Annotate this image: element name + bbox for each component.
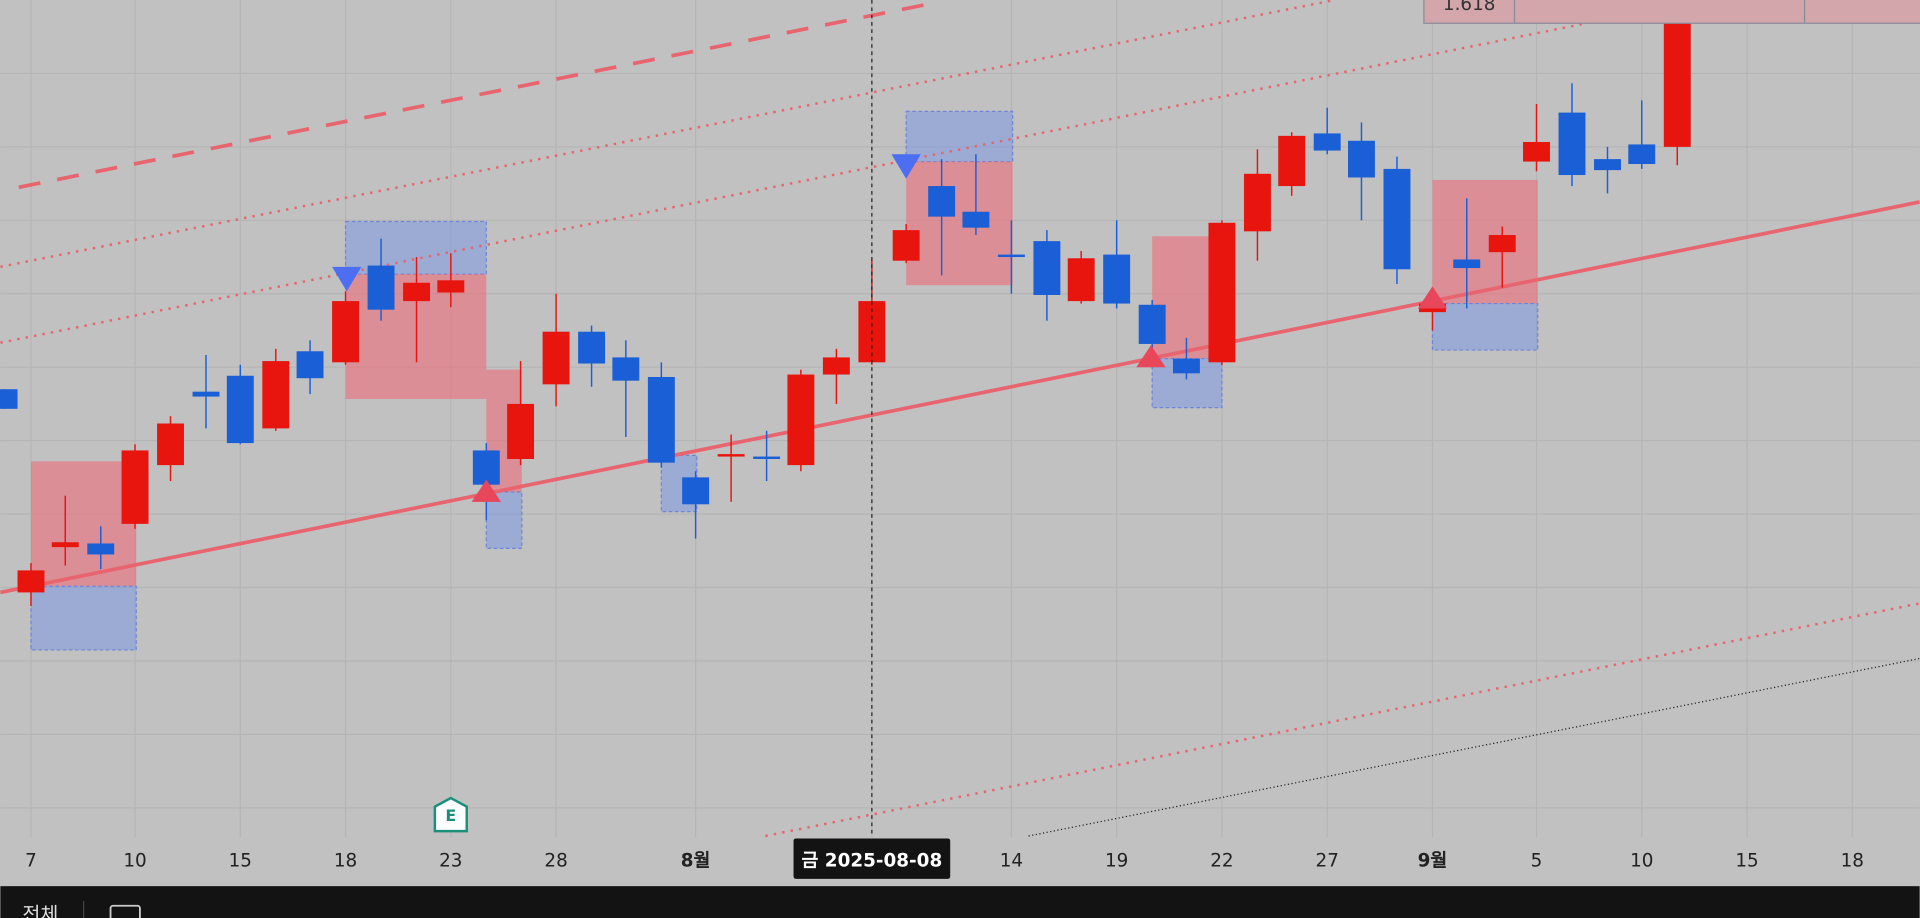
supply-zone: [30, 461, 137, 587]
candle-body: [472, 450, 500, 485]
candle-body: [0, 389, 18, 409]
buy-signal: [1417, 286, 1448, 309]
candle-body: [928, 186, 956, 217]
candle-body: [892, 230, 920, 261]
earnings-badge[interactable]: E: [433, 796, 468, 833]
candle-body: [1453, 259, 1481, 269]
time-axis-label: 14: [1000, 851, 1023, 872]
crosshair-label-box: [793, 838, 951, 879]
badge-shape[interactable]: [433, 796, 468, 833]
time-axis-label: 10: [1630, 851, 1653, 872]
candle-body: [1278, 135, 1306, 187]
candle-body: [787, 374, 815, 466]
time-axis-label: 5: [1531, 851, 1543, 872]
time-axis: 7 10 15 18 23 28 8월 14 19 22 27 9월 5 10 15 18: [25, 851, 1864, 872]
time-axis-label: 22: [1210, 851, 1233, 872]
candle-body: [542, 331, 570, 385]
demand-zone: [30, 585, 137, 651]
candle-body: [997, 254, 1025, 258]
candle-body: [1103, 254, 1131, 304]
candle-body: [1172, 358, 1200, 374]
time-axis-label: 9월: [1418, 851, 1448, 872]
candle-body: [296, 351, 324, 379]
crosshair-tag: 금 2025-08-08: [793, 838, 951, 879]
candle-body: [1033, 241, 1061, 295]
candle-body: [157, 423, 184, 466]
candle-body: [1313, 133, 1341, 151]
time-axis-label: 27: [1316, 851, 1339, 872]
candle-body: [51, 542, 79, 548]
candle-body: [87, 543, 115, 555]
buy-signal: [471, 479, 501, 502]
time-axis-label: 18: [334, 851, 357, 872]
time-axis-label: 8월: [681, 851, 711, 872]
candle-body: [507, 403, 535, 459]
fib-level: 1.618: [1443, 0, 1496, 15]
candle-body: [1523, 141, 1550, 162]
sell-signal: [332, 266, 362, 292]
channel-line: [1028, 657, 1920, 837]
candle-body: [1488, 235, 1516, 253]
candle-body: [17, 570, 45, 593]
candle-body: [1348, 140, 1375, 178]
candle-body: [822, 357, 850, 375]
sell-signal: [891, 154, 921, 179]
candle-body: [121, 450, 149, 524]
time-axis-label: 10: [123, 851, 146, 872]
candle-body: [1628, 144, 1656, 165]
bottom-toolbar: [0, 886, 1920, 918]
zone-boxes: [30, 0, 1715, 651]
candle-body: [367, 265, 395, 310]
candle-body: [753, 456, 781, 459]
badge-label[interactable]: E: [445, 806, 456, 825]
time-axis-label: 23: [439, 851, 462, 872]
trend-lines: [0, 0, 1920, 838]
candle-body: [1208, 222, 1236, 363]
time-axis-label: 15: [1735, 851, 1758, 872]
supply-zone: [906, 161, 1013, 286]
time-axis-label: 18: [1841, 851, 1864, 872]
candle-body: [962, 211, 990, 228]
candle-body: [682, 477, 710, 505]
demand-zone: [1431, 302, 1539, 351]
candle-body: [1138, 304, 1166, 344]
candle-body: [332, 301, 360, 363]
candle-body: [1383, 168, 1411, 270]
candle-body: [226, 375, 254, 444]
candle-body: [612, 357, 640, 381]
candles: [0, 0, 1691, 606]
candle-body: [1663, 0, 1691, 147]
candle-body: [437, 280, 465, 293]
candle-body: [1067, 258, 1095, 302]
signals: [332, 154, 1448, 502]
time-axis-label: 19: [1105, 851, 1128, 872]
demand-zone: [905, 110, 1014, 163]
time-axis-label: 7: [25, 851, 37, 872]
time-axis-label: 15: [229, 851, 252, 872]
candle-body: [647, 376, 675, 463]
candle-body: [578, 331, 606, 364]
candle-body: [192, 391, 220, 397]
crosshair-label: 금 2025-08-08: [802, 851, 943, 872]
channel-line: [0, 0, 1702, 344]
candle-body: [403, 282, 431, 302]
candle-body: [717, 454, 745, 457]
fib-row: [1423, 0, 1920, 24]
range-button[interactable]: 전체: [22, 903, 58, 918]
fib-table: 1.618: [1423, 0, 1920, 24]
buy-signal: [1136, 345, 1166, 368]
candle-body: [1243, 173, 1271, 232]
time-axis-label: 28: [544, 851, 567, 872]
supply-zone: [1432, 179, 1538, 304]
candle-body: [1558, 112, 1586, 176]
candle-body: [262, 361, 290, 429]
trend-line: [0, 200, 1920, 595]
calendar-icon[interactable]: [109, 904, 141, 918]
candle-body: [1594, 159, 1621, 171]
